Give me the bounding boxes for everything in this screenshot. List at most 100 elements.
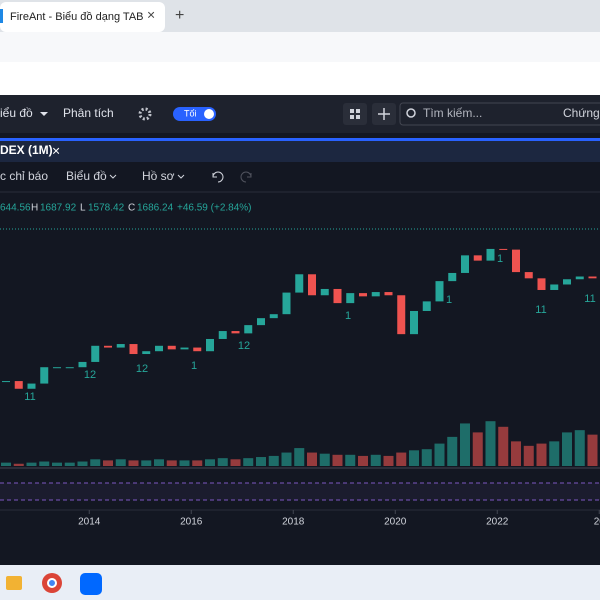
ohlc-l-label: L xyxy=(80,203,86,214)
chart-tab-title[interactable]: DEX (1M) xyxy=(0,143,53,157)
x-tick-label: 2014 xyxy=(78,517,101,528)
x-tick-label: 2022 xyxy=(486,517,509,528)
new-tab[interactable]: + xyxy=(175,7,184,24)
volume-bar xyxy=(230,459,241,466)
candle-body xyxy=(486,248,495,261)
volume-bar xyxy=(217,458,228,466)
volume-bar xyxy=(154,459,164,466)
indicators[interactable]: c chỉ báo xyxy=(0,169,48,183)
volume-bar xyxy=(332,454,343,466)
volume-bar xyxy=(128,460,139,466)
volume-bar xyxy=(383,455,394,466)
volume-bar xyxy=(39,461,50,466)
tab-icon xyxy=(0,9,3,23)
settings-icon[interactable] xyxy=(138,107,152,121)
ohlc-open: 644.56 xyxy=(0,203,31,214)
volume-bar xyxy=(536,443,547,466)
volume-bar xyxy=(498,426,509,466)
chart-tab-close[interactable]: × xyxy=(52,143,60,159)
profile[interactable]: Hồ sơ xyxy=(142,169,175,183)
folder-icon[interactable] xyxy=(6,576,22,590)
volume-bar xyxy=(192,460,203,466)
candle-body xyxy=(244,325,253,334)
tab-title: FireAnt - Biểu đồ dạng TAB xyxy=(10,11,144,23)
candle-body xyxy=(295,274,304,293)
volume-bar xyxy=(256,457,266,466)
annotation: 1 xyxy=(446,294,452,306)
volume-bar xyxy=(549,441,560,466)
volume-bar xyxy=(281,452,292,466)
candle-body xyxy=(155,345,163,352)
candle-body xyxy=(282,292,291,315)
analysis[interactable]: Phân tích xyxy=(63,106,114,120)
undo[interactable] xyxy=(212,171,224,183)
candle-body xyxy=(575,276,584,280)
annotation: 1 xyxy=(345,310,351,322)
candle-body xyxy=(499,248,508,250)
candle-body xyxy=(473,255,482,261)
candle-body xyxy=(231,331,240,334)
candle-body xyxy=(359,293,367,297)
volume-bar xyxy=(90,459,101,466)
candle-body xyxy=(435,281,444,302)
grid-icon xyxy=(350,109,360,119)
zalo-icon[interactable] xyxy=(80,573,102,595)
ohlc-high: 1687.92 xyxy=(40,203,77,214)
candle-body xyxy=(320,288,329,296)
annotation: 11 xyxy=(584,293,595,305)
volume-bar xyxy=(562,432,572,466)
menu[interactable]: iểu đồ xyxy=(0,106,33,120)
candle-body xyxy=(129,344,138,355)
chart-tab-strip xyxy=(0,138,600,162)
x-tick-label: 2018 xyxy=(282,517,305,528)
ohlc-close: 1686.24 xyxy=(137,203,174,214)
volume-bar xyxy=(103,460,113,466)
chart-type[interactable]: Biểu đồ xyxy=(66,169,107,183)
candle-body xyxy=(371,292,380,297)
app xyxy=(0,95,600,565)
candle-body xyxy=(448,272,457,282)
redo[interactable] xyxy=(240,171,252,183)
volume-bar xyxy=(52,462,62,466)
layout-button[interactable] xyxy=(343,103,367,125)
caret xyxy=(109,174,117,179)
candle-body xyxy=(218,331,227,339)
volume-bar xyxy=(358,455,368,466)
candle-body xyxy=(461,255,469,273)
volume-bar xyxy=(472,432,483,466)
search-box[interactable] xyxy=(399,102,600,126)
candle-body xyxy=(53,367,61,369)
volume-bar xyxy=(319,453,330,466)
candle-body xyxy=(524,272,533,279)
volume-bar xyxy=(13,463,24,466)
volume-bar xyxy=(574,430,585,466)
candle-body xyxy=(308,274,316,296)
volume-bar xyxy=(64,462,75,466)
candle-body xyxy=(346,293,355,304)
tab-close[interactable]: × xyxy=(147,7,155,23)
annotation: 1 xyxy=(497,253,503,265)
candle-body xyxy=(193,347,202,352)
tab-accent xyxy=(0,138,600,141)
candle-body xyxy=(91,345,100,362)
search-placeholder: Tìm kiếm... xyxy=(423,106,482,120)
x-tick-label: 2020 xyxy=(384,517,407,528)
ohlc-c-label: C xyxy=(128,203,135,214)
volume-bar xyxy=(243,458,254,466)
theme-toggle[interactable] xyxy=(173,107,216,121)
x-tick-label: 2016 xyxy=(180,517,203,528)
address-bar xyxy=(0,32,600,62)
tab[interactable] xyxy=(0,2,165,32)
caret xyxy=(177,174,185,179)
plot: 20142016201820202022201112121121111111 xyxy=(1,248,600,528)
volume-bar xyxy=(205,459,215,466)
candle-body xyxy=(40,367,49,384)
toggle-label: Tối xyxy=(184,108,197,118)
volume-bar xyxy=(294,448,305,466)
ohlc-change: +46.59 (+2.84%) xyxy=(177,203,252,214)
candle-body xyxy=(104,345,112,348)
candle-body xyxy=(422,301,431,311)
candle-body xyxy=(142,351,151,355)
candle-body xyxy=(537,278,546,290)
